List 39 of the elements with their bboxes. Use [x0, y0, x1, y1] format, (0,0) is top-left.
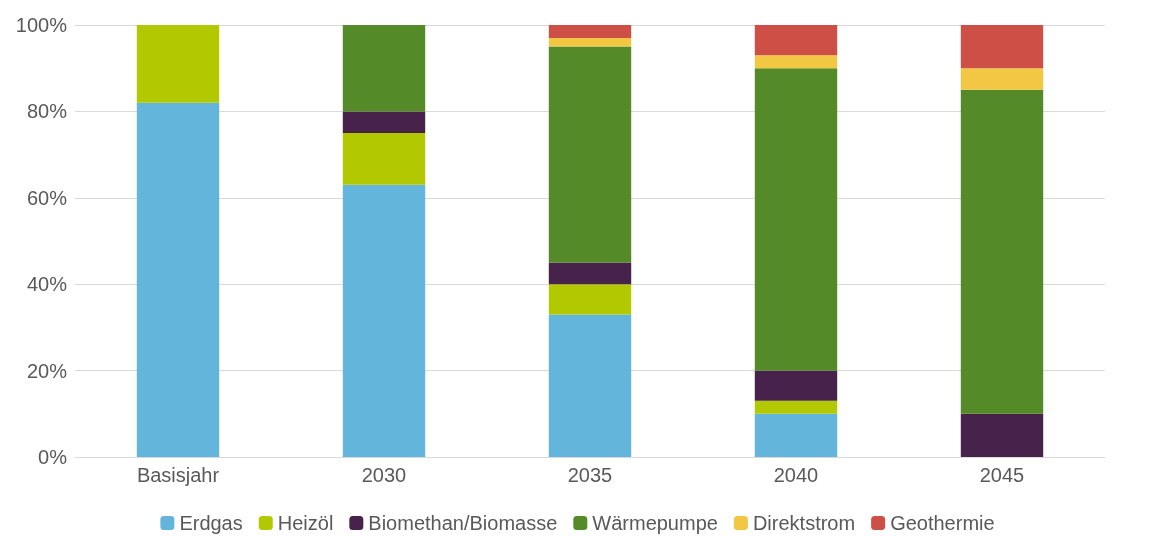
bar: [548, 25, 632, 38]
bar: [754, 413, 838, 457]
bar: [548, 37, 632, 47]
bar: [342, 111, 426, 133]
bar: [548, 46, 632, 263]
y-tick-label: 0%: [38, 446, 68, 468]
x-tick-label: 2045: [979, 464, 1025, 486]
x-tick-label: Basisjahr: [136, 464, 220, 486]
bar: [960, 68, 1044, 90]
bar: [136, 102, 220, 457]
bar: [754, 400, 838, 414]
bar: [960, 89, 1044, 414]
bar: [754, 68, 838, 371]
bar: [342, 25, 426, 112]
y-tick-label: 20%: [26, 359, 68, 382]
bar: [136, 25, 220, 103]
bar: [342, 133, 426, 185]
bar: [548, 314, 632, 457]
y-tick-label: 80%: [26, 100, 68, 123]
bar: [754, 370, 838, 401]
x-tick-label: 2040: [773, 464, 819, 486]
legend-label: Biomethan/Biomasse: [368, 512, 558, 534]
x-tick-label: 2035: [567, 464, 613, 486]
legend-label: Heizöl: [277, 512, 334, 534]
x-tick-label: 2030: [361, 464, 407, 486]
legend-label: Erdgas: [179, 512, 243, 534]
bar: [754, 25, 838, 56]
bar: [960, 25, 1044, 69]
y-tick-label: 100%: [15, 14, 68, 36]
legend-label: Wärmepumpe: [592, 512, 718, 534]
bar: [548, 262, 632, 285]
bar: [342, 184, 426, 457]
legend-label: Geothermie: [890, 512, 995, 534]
legend-label: Direktstrom: [752, 512, 856, 534]
bar: [960, 413, 1044, 457]
bar: [548, 284, 632, 315]
y-tick-label: 40%: [26, 273, 68, 296]
bar: [754, 55, 838, 69]
y-tick-label: 60%: [26, 186, 68, 209]
